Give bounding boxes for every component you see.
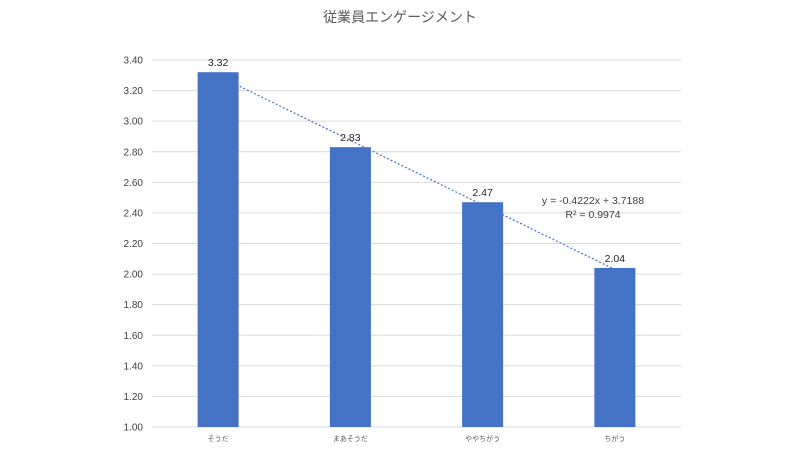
y-tick-label: 2.80	[124, 147, 144, 158]
data-label: 2.04	[605, 253, 626, 265]
y-tick-label: 2.60	[124, 178, 144, 189]
data-label: 2.83	[340, 132, 361, 144]
trendline-equation-text: y = -0.4222x + 3.7188	[542, 195, 644, 207]
x-category-label: ちがう	[604, 434, 625, 443]
y-tick-label: 1.40	[124, 361, 144, 372]
trendline-equation: y = -0.4222x + 3.7188 R² = 0.9974	[542, 195, 644, 221]
y-tick-label: 1.80	[124, 300, 144, 311]
y-axis-ticks: 1.00 1.20 1.40 1.60 1.80 2.00 2.20 2.40 2.60 2.80…	[124, 56, 144, 434]
data-labels: 3.32 2.83 2.47 2.04	[208, 57, 625, 265]
bars	[197, 72, 636, 427]
bar-3	[462, 202, 504, 427]
y-tick-label: 1.20	[124, 392, 144, 403]
y-tick-label: 3.40	[124, 56, 144, 67]
y-tick-label: 2.20	[124, 239, 144, 250]
chart-title: 従業員エンゲージメント	[323, 10, 477, 26]
x-category-label: そうだ	[208, 435, 229, 443]
bar-1	[197, 72, 239, 427]
y-tick-label: 2.00	[124, 270, 144, 281]
y-tick-label: 3.00	[124, 117, 144, 128]
y-tick-label: 3.20	[124, 86, 144, 97]
data-label: 3.32	[208, 57, 229, 69]
y-tick-label: 1.60	[124, 331, 144, 342]
x-category-label: ややちがう	[465, 434, 500, 443]
bar-4	[594, 267, 636, 427]
y-tick-label: 1.00	[124, 423, 144, 434]
x-category-label: まあそうだ	[333, 435, 368, 443]
x-axis-categories: そうだ まあそうだ ややちがう ちがう	[208, 434, 626, 443]
trendline-r2-text: R² = 0.9974	[565, 209, 620, 221]
gridlines	[152, 59, 681, 428]
trendline	[217, 75, 616, 271]
y-tick-label: 2.40	[124, 208, 144, 219]
data-label: 2.47	[472, 187, 493, 199]
bar-2	[329, 147, 371, 427]
trendline-layer	[217, 75, 616, 271]
